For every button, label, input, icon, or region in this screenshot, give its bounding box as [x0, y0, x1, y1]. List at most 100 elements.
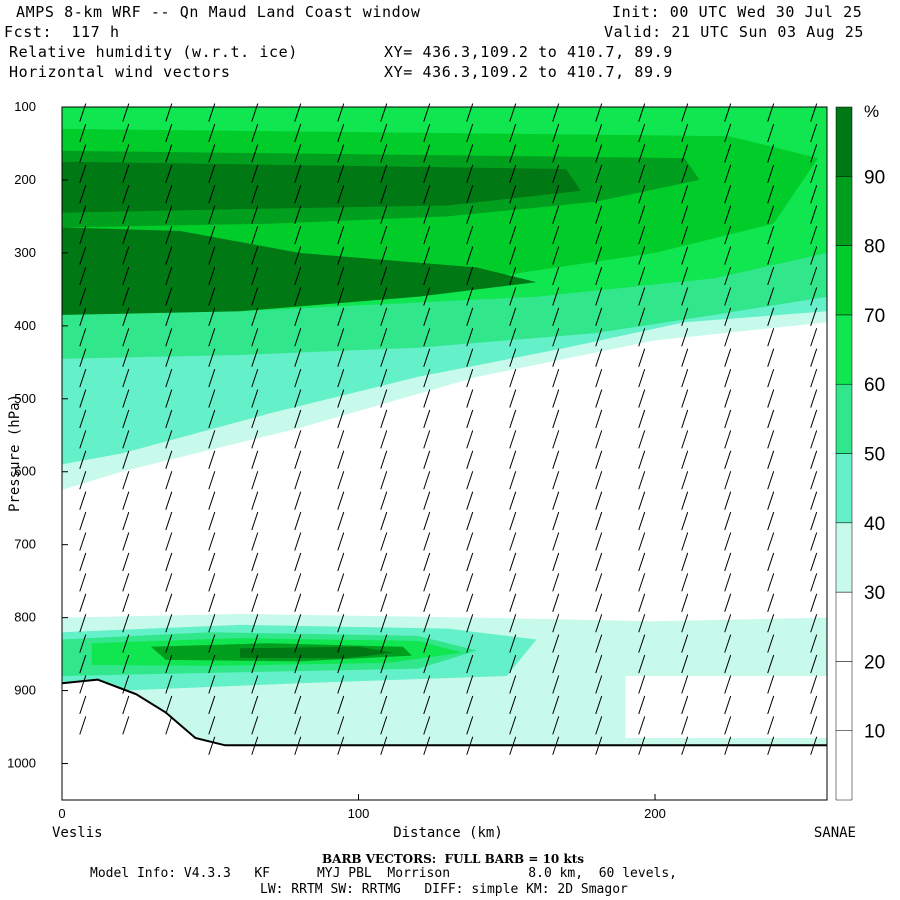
wind-barb: [681, 164, 689, 184]
wind-barb: [767, 471, 775, 490]
wind-barb: [423, 123, 431, 143]
wind-barb: [251, 430, 259, 449]
wind-barb: [681, 736, 689, 755]
wind-barb: [423, 205, 431, 224]
wind-barb: [595, 123, 603, 143]
wind-barb: [595, 144, 603, 163]
wind-barb: [122, 164, 130, 184]
rh-region-low-90: [239, 646, 395, 659]
wind-barb: [509, 450, 517, 469]
wind-barb: [423, 654, 431, 674]
wind-barb: [509, 409, 517, 429]
wind-barb: [423, 266, 431, 286]
wind-barb: [122, 552, 130, 572]
wind-barb: [681, 389, 689, 408]
wind-barb: [466, 532, 474, 551]
wind-barb: [767, 450, 775, 469]
wind-barb: [595, 491, 603, 510]
wind-barb: [251, 225, 259, 245]
wind-barb: [165, 695, 173, 715]
colorbar-swatch: [835, 591, 853, 662]
wind-barb: [423, 225, 431, 245]
wind-barb: [767, 348, 775, 367]
wind-barb: [810, 593, 818, 612]
wind-barb: [79, 552, 87, 572]
wind-barb: [638, 573, 646, 592]
wind-barb: [165, 246, 173, 265]
wind-barb: [552, 348, 560, 367]
wind-barb: [595, 695, 603, 715]
wind-barb: [595, 450, 603, 469]
wind-barb: [122, 205, 130, 224]
wind-barb: [423, 450, 431, 469]
wind-barb: [552, 205, 560, 224]
wind-barb: [638, 246, 646, 265]
wind-barb: [380, 695, 388, 715]
wind-barb: [810, 430, 818, 449]
wind-barb: [337, 368, 345, 388]
wind-barb: [595, 287, 603, 306]
wind-barb: [122, 389, 130, 408]
wind-barb: [552, 552, 560, 572]
wind-barb: [423, 511, 431, 531]
wind-barb: [509, 675, 517, 694]
colorbar-swatch: [835, 453, 853, 524]
wind-barb: [294, 491, 302, 510]
wind-barb: [208, 573, 216, 592]
wind-barb: [724, 634, 732, 653]
wind-barb: [638, 225, 646, 245]
wind-barb: [810, 532, 818, 551]
wind-barb: [337, 328, 345, 347]
colorbar-tick-label: 30: [864, 583, 885, 604]
wind-barb: [466, 328, 474, 347]
wind-barb: [810, 634, 818, 653]
wind-barb: [122, 328, 130, 347]
wind-barb: [380, 532, 388, 551]
wind-barb: [380, 736, 388, 755]
wind-barb: [595, 409, 603, 429]
wind-barb: [552, 593, 560, 612]
wind-barb: [79, 614, 87, 633]
wind-barb: [423, 491, 431, 510]
barb-note: BARB VECTORS: FULL BARB = 10 kts: [322, 852, 585, 866]
wind-barb: [810, 348, 818, 367]
wind-barb: [767, 123, 775, 143]
wind-barb: [767, 675, 775, 694]
wind-barb: [724, 348, 732, 367]
wind-barb: [767, 430, 775, 449]
wind-barb: [466, 164, 474, 184]
wind-barb: [810, 144, 818, 163]
wind-barb: [79, 450, 87, 469]
wind-barb: [509, 328, 517, 347]
field2-xy: XY= 436.3,109.2 to 410.7, 89.9: [384, 63, 673, 81]
wind-barb: [337, 307, 345, 327]
wind-barb: [466, 389, 474, 408]
wind-barb: [337, 675, 345, 694]
wind-barb: [294, 736, 302, 755]
wind-barb: [208, 675, 216, 694]
wind-barb: [767, 225, 775, 245]
wind-barb: [165, 593, 173, 612]
colorbar-swatch: [835, 314, 853, 385]
wind-barb: [423, 185, 431, 204]
valid-time: Valid: 21 UTC Sun 03 Aug 25: [604, 23, 865, 41]
wind-barb: [466, 573, 474, 592]
wind-barb: [681, 409, 689, 429]
wind-barb: [595, 328, 603, 347]
wind-barb: [294, 430, 302, 449]
wind-barb: [294, 552, 302, 572]
wind-barb: [251, 736, 259, 755]
wind-barb: [165, 716, 173, 735]
wind-barb: [337, 246, 345, 265]
field1-xy: XY= 436.3,109.2 to 410.7, 89.9: [384, 43, 673, 61]
wind-barb: [380, 328, 388, 347]
wind-barb: [122, 225, 130, 245]
colorbar-tick-label: 50: [864, 445, 885, 466]
wind-barb: [595, 389, 603, 408]
wind-barb: [810, 471, 818, 490]
wind-barb: [681, 246, 689, 265]
wind-barb: [810, 266, 818, 286]
wind-barb: [79, 675, 87, 694]
wind-barb: [165, 511, 173, 531]
wind-barb: [380, 185, 388, 204]
